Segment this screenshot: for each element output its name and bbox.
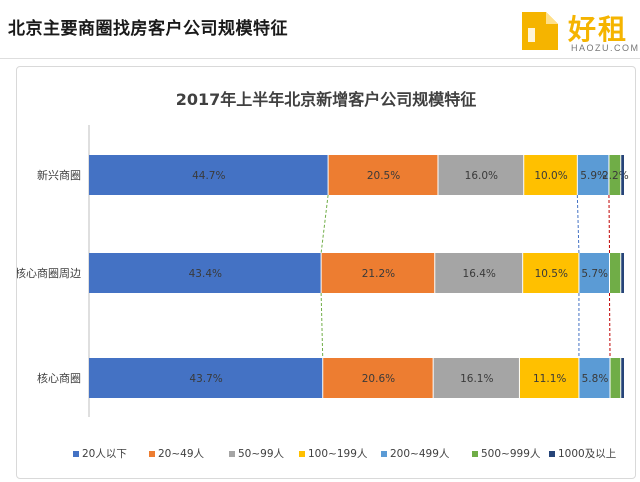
data-label: 44.7% <box>192 170 225 182</box>
legend-label: 100~199人 <box>308 448 368 460</box>
bar-segment <box>89 358 323 398</box>
legend-swatch <box>472 451 478 457</box>
bar-segment <box>433 358 519 398</box>
data-label: 5.7% <box>581 268 608 280</box>
data-label: 20.6% <box>362 373 395 385</box>
legend-label: 20人以下 <box>82 448 127 460</box>
legend-label: 50~99人 <box>238 448 285 460</box>
bar-segment <box>519 358 579 398</box>
connector-line <box>608 292 611 359</box>
bar-segment <box>577 155 609 195</box>
logo-mark-icon <box>522 12 558 50</box>
legend-swatch <box>73 451 79 457</box>
connector-line <box>576 194 580 254</box>
connector-line <box>608 194 610 254</box>
connector-line <box>320 194 329 254</box>
logo-subtext: HAOZU.COM <box>571 43 640 53</box>
category-label: 核心商圈 <box>37 371 81 385</box>
data-label: 43.4% <box>189 268 222 280</box>
legend-label: 200~499人 <box>390 448 450 460</box>
data-label: 5.8% <box>582 373 609 385</box>
bar-segment <box>609 253 621 293</box>
bar-segment <box>89 155 328 195</box>
bar-segment <box>523 253 579 293</box>
legend-swatch <box>549 451 555 457</box>
legend-label: 1000及以上 <box>558 448 616 460</box>
bar-segment <box>323 358 433 398</box>
header-divider <box>0 58 640 59</box>
bar-segment <box>328 155 438 195</box>
data-label: 10.5% <box>535 268 568 280</box>
category-label: 新兴商圈 <box>37 168 81 182</box>
bar-segment <box>579 253 609 293</box>
data-label: 11.1% <box>533 373 566 385</box>
page-title: 北京主要商圈找房客户公司规模特征 <box>8 19 288 39</box>
legend-label: 20~49人 <box>158 448 205 460</box>
data-label: 20.5% <box>367 170 400 182</box>
legend-swatch <box>381 451 387 457</box>
category-label: 核心商圈周边 <box>17 266 81 280</box>
bar-segment <box>524 155 577 195</box>
bar-segment <box>321 253 435 293</box>
chart-title: 2017年上半年北京新增客户公司规模特征 <box>176 90 477 109</box>
chart-frame: 2017年上半年北京新增客户公司规模特征新兴商圈 44.7% 20.5% 16.0% 1… <box>15 66 636 479</box>
bar-segment <box>610 358 621 398</box>
bar-segment <box>435 253 523 293</box>
logo-text: 好租 <box>568 13 629 46</box>
data-label: 16.4% <box>463 268 496 280</box>
legend-swatch <box>299 451 305 457</box>
haozu-logo: 好租 HAOZU.COM <box>516 6 638 60</box>
data-label: 5.9% <box>580 170 607 182</box>
bar-segment <box>438 155 524 195</box>
legend-swatch <box>149 451 155 457</box>
legend-swatch <box>229 451 235 457</box>
data-label: 43.7% <box>189 373 222 385</box>
bar-segment <box>579 358 610 398</box>
data-label: 2.2% <box>602 170 629 182</box>
legend-label: 500~999人 <box>481 448 541 460</box>
data-label: 21.2% <box>362 268 395 280</box>
bar-segment <box>89 253 321 293</box>
data-label: 16.1% <box>460 373 493 385</box>
connector-line <box>320 292 324 359</box>
bar-segment <box>621 253 624 293</box>
data-label: 16.0% <box>465 170 498 182</box>
bar-segment <box>609 155 621 195</box>
bar-segment <box>621 358 624 398</box>
data-label: 10.0% <box>534 170 567 182</box>
bar-segment <box>621 155 624 195</box>
